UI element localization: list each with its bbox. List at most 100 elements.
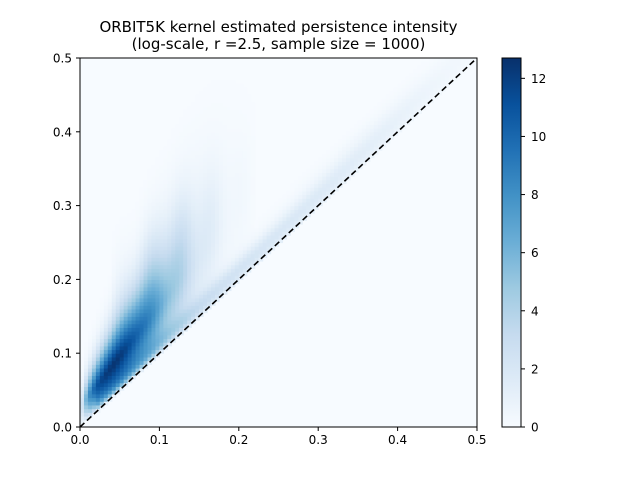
heatmap-cell — [326, 165, 331, 170]
heatmap-cell — [107, 360, 113, 365]
heatmap-cell — [107, 382, 113, 388]
heatmap-cell — [258, 242, 264, 247]
heatmap-cell — [123, 345, 129, 351]
heatmap-cell — [246, 216, 252, 221]
heatmap-cell — [171, 297, 176, 303]
heatmap-cell — [322, 179, 327, 185]
heatmap-cell — [163, 264, 168, 269]
heatmap-cell — [381, 109, 387, 114]
heatmap-cell — [207, 124, 212, 129]
heatmap-cell — [183, 319, 188, 325]
heatmap-cell — [345, 139, 351, 144]
heatmap-cell — [211, 253, 216, 258]
heatmap-cell — [151, 264, 157, 269]
heatmap-cell — [195, 264, 200, 269]
heatmap-cell — [80, 367, 85, 373]
heatmap-cell — [171, 168, 176, 173]
heatmap-cell — [119, 264, 125, 269]
heatmap-cell — [345, 161, 351, 166]
heatmap-cell — [143, 268, 149, 273]
heatmap-cell — [250, 139, 256, 144]
heatmap-cell — [211, 94, 216, 100]
heatmap-cell — [302, 201, 307, 207]
heatmap-cell — [83, 364, 89, 369]
heatmap-cell — [338, 179, 343, 185]
heatmap-cell — [230, 179, 236, 185]
heatmap-cell — [222, 124, 228, 129]
heatmap-cell — [195, 153, 200, 159]
heatmap-cell — [282, 224, 288, 229]
heatmap-cell — [119, 257, 125, 262]
heatmap-cell — [191, 220, 196, 225]
heatmap-cell — [87, 386, 93, 391]
heatmap-cell — [131, 371, 137, 376]
heatmap-cell — [95, 379, 101, 384]
heatmap-cell — [135, 316, 141, 321]
heatmap-cell — [222, 290, 228, 295]
heatmap-cell — [191, 253, 196, 258]
heatmap-cell — [119, 345, 125, 351]
heatmap-cell — [187, 190, 192, 196]
heatmap-cell — [115, 305, 121, 310]
heatmap-cell — [258, 220, 264, 225]
heatmap-cell — [258, 235, 264, 240]
heatmap-cell — [349, 165, 355, 170]
heatmap-cell — [203, 224, 208, 229]
heatmap-cell — [453, 58, 458, 63]
heatmap-cell — [147, 179, 153, 185]
heatmap-cell — [163, 216, 168, 221]
heatmap-cell — [242, 161, 248, 166]
heatmap-cell — [147, 349, 153, 354]
heatmap-cell — [298, 216, 303, 221]
heatmap-cell — [143, 312, 149, 317]
heatmap-cell — [135, 260, 141, 266]
heatmap-cell — [119, 279, 125, 284]
heatmap-cell — [326, 194, 331, 199]
heatmap-cell — [111, 268, 117, 273]
heatmap-cell — [357, 124, 363, 129]
heatmap-cell — [139, 268, 145, 273]
heatmap-cell — [377, 120, 383, 126]
heatmap-cell — [238, 153, 244, 159]
heatmap-cell — [238, 120, 244, 126]
heatmap-cell — [91, 397, 97, 402]
heatmap-cell — [147, 286, 153, 292]
heatmap-cell — [179, 268, 184, 273]
heatmap-cell — [397, 102, 403, 107]
heatmap-cell — [218, 246, 224, 251]
heatmap-cell — [183, 227, 188, 233]
heatmap-cell — [167, 272, 172, 277]
heatmap-cell — [159, 342, 164, 347]
heatmap-cell — [147, 323, 153, 328]
heatmap-cell — [187, 264, 192, 269]
heatmap-cell — [242, 242, 248, 247]
colorbar-tick-label: 12 — [531, 72, 546, 86]
heatmap-cell — [345, 165, 351, 170]
heatmap-cell — [230, 249, 236, 255]
heatmap-cell — [199, 176, 204, 181]
heatmap-cell — [211, 113, 216, 118]
heatmap-cell — [139, 275, 145, 280]
heatmap-cell — [218, 198, 224, 203]
heatmap-cell — [226, 146, 232, 151]
heatmap-cell — [111, 353, 117, 358]
heatmap-cell — [230, 242, 236, 247]
heatmap-cell — [270, 242, 276, 247]
heatmap-cell — [147, 212, 153, 218]
heatmap-cell — [226, 279, 232, 284]
heatmap-cell — [195, 102, 200, 107]
heatmap-cell — [159, 220, 164, 225]
heatmap-cell — [199, 165, 204, 170]
heatmap-cell — [211, 231, 216, 236]
heatmap-cell — [242, 212, 248, 218]
heatmap-cell — [155, 334, 160, 340]
heatmap-cell — [421, 72, 426, 78]
heatmap-cell — [179, 165, 184, 170]
heatmap-cell — [155, 301, 160, 306]
heatmap-cell — [111, 283, 117, 288]
heatmap-cell — [214, 209, 220, 214]
heatmap-cell — [254, 246, 260, 251]
heatmap-cell — [147, 275, 153, 280]
heatmap-cell — [131, 224, 137, 229]
heatmap-cell — [119, 294, 125, 299]
